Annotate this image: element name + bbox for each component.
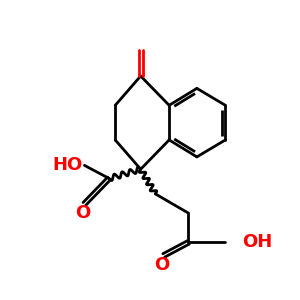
Text: HO: HO	[52, 156, 83, 174]
Text: O: O	[75, 204, 91, 222]
Text: OH: OH	[242, 233, 273, 251]
Text: O: O	[154, 256, 170, 274]
